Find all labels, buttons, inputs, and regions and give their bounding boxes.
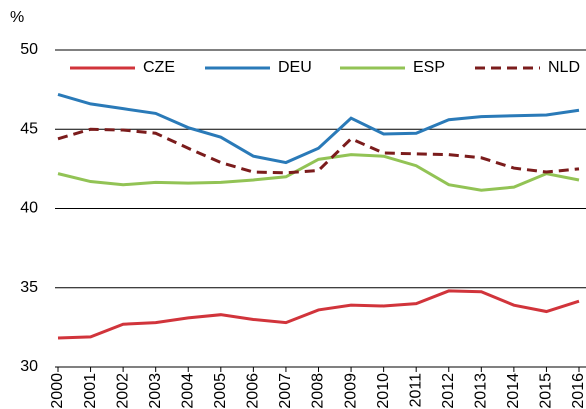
y-tick-label: 40 [20, 200, 38, 217]
series-line [57, 289, 580, 340]
x-tick-label: 2000 [49, 373, 66, 409]
x-tick-label: 2005 [212, 373, 229, 409]
x-tick-label: 2006 [245, 373, 262, 409]
series-line [57, 153, 580, 192]
series-line [57, 127, 580, 175]
x-tick-label: 2009 [342, 373, 359, 409]
x-tick-label: 2004 [179, 373, 196, 409]
series-line [57, 92, 580, 165]
x-tick-label: 2010 [375, 373, 392, 409]
x-tick-label: 2011 [407, 373, 424, 408]
x-tick-label: 2002 [114, 373, 131, 409]
y-unit: % [10, 9, 24, 26]
y-tick-label: 35 [20, 279, 38, 296]
legend-label: ESP [413, 59, 445, 76]
legend-label: DEU [278, 59, 312, 76]
y-tick-label: 45 [20, 120, 38, 137]
x-tick-label: 2014 [505, 373, 522, 409]
x-tick-label: 2001 [82, 373, 99, 409]
x-tick-label: 2003 [147, 373, 164, 409]
y-tick-label: 50 [20, 41, 38, 58]
x-tick-label: 2015 [538, 373, 555, 409]
legend-label: CZE [143, 59, 175, 76]
x-tick-label: 2012 [440, 373, 457, 409]
x-tick-label: 2007 [277, 373, 294, 409]
legend-label: NLD [548, 59, 580, 76]
y-tick-label: 30 [20, 358, 38, 375]
x-tick-label: 2013 [473, 373, 490, 409]
x-tick-label: 2008 [310, 373, 327, 409]
x-tick-label: 2016 [570, 373, 586, 409]
